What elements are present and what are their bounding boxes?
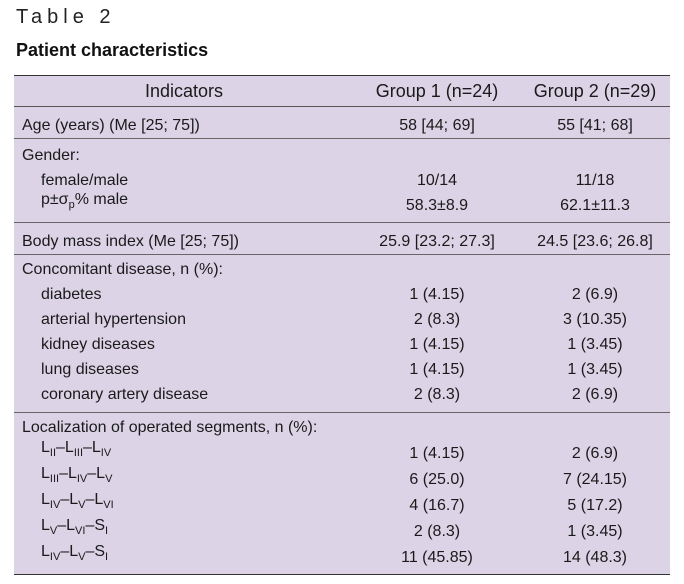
row-label: p±σp% male xyxy=(41,190,129,211)
group1-value: 2 (8.3) xyxy=(413,311,461,328)
table-row-segment-4: LV–LVI–SI 2 (8.3) 1 (3.45) xyxy=(14,517,670,544)
table-row-percent-male: p±σp% male 58.3±8.9 62.1±11.3 xyxy=(14,191,670,222)
group2-value: 62.1±11.3 xyxy=(560,197,630,214)
table-title: Patient characteristics xyxy=(16,40,209,60)
table-row-kidney: kidney diseases 1 (4.15) 1 (3.45) xyxy=(14,332,670,357)
group1-value: 10/14 xyxy=(416,172,458,189)
group2-value: 1 (3.45) xyxy=(567,361,623,378)
row-label: coronary artery disease xyxy=(41,386,209,403)
group1-value: 1 (4.15) xyxy=(409,286,465,303)
column-header-group1: Group 1 (n=24) xyxy=(375,80,499,101)
group2-value: 5 (17.2) xyxy=(567,497,623,514)
row-label: lung diseases xyxy=(41,361,139,378)
group2-value: 3 (10.35) xyxy=(562,311,628,328)
group1-value: 58.3±8.9 xyxy=(405,197,469,214)
group1-value: 58 [44; 69] xyxy=(399,117,475,134)
row-label: kidney diseases xyxy=(41,336,155,353)
table-row-hypertension: arterial hypertension 2 (8.3) 3 (10.35) xyxy=(14,307,670,332)
table-row-segment-2: LIII–LIV–LV 6 (25.0) 7 (24.15) xyxy=(14,465,670,492)
table-row-lung: lung diseases 1 (4.15) 1 (3.45) xyxy=(14,357,670,382)
group2-value: 2 (6.9) xyxy=(571,286,619,303)
table-row-segment-1: LII–LIII–LIV 1 (4.15) 2 (6.9) xyxy=(14,439,670,466)
row-label: LV–LVI–SI xyxy=(41,516,109,537)
row-label: LIV–LV–SI xyxy=(41,542,109,563)
group1-value: 2 (8.3) xyxy=(413,386,461,403)
group1-value: 4 (16.7) xyxy=(409,497,465,514)
column-header-indicators: Indicators xyxy=(144,80,224,101)
patient-characteristics-table: Indicators Group 1 (n=24) Group 2 (n=29)… xyxy=(14,75,670,575)
table-row-localization: Localization of operated segments, n (%)… xyxy=(14,412,670,440)
group2-value: 2 (6.9) xyxy=(571,445,619,462)
row-label: Gender: xyxy=(22,147,80,164)
table-row-diabetes: diabetes 1 (4.15) 2 (6.9) xyxy=(14,282,670,307)
group2-value: 24.5 [23.6; 26.8] xyxy=(537,233,653,250)
row-label: LIII–LIV–LV xyxy=(41,464,113,485)
group2-value: 14 (48.3) xyxy=(562,549,628,566)
group2-value: 55 [41; 68] xyxy=(557,117,633,134)
row-label: arterial hypertension xyxy=(41,311,186,328)
group1-value: 6 (25.0) xyxy=(409,471,465,488)
row-label: Body mass index (Me [25; 75]) xyxy=(22,233,239,250)
table-row-segment-5: LIV–LV–SI 11 (45.85) 14 (48.3) xyxy=(14,543,670,574)
table-row-concomitant: Concomitant disease, n (%): xyxy=(14,254,670,282)
row-label: Age (years) (Me [25; 75]) xyxy=(22,117,200,134)
table-row-bmi: Body mass index (Me [25; 75]) 25.9 [23.2… xyxy=(14,222,670,254)
group2-value: 11/18 xyxy=(575,172,615,189)
group1-value: 25.9 [23.2; 27.3] xyxy=(379,233,495,250)
table-row-cad: coronary artery disease 2 (8.3) 2 (6.9) xyxy=(14,382,670,412)
row-label: Concomitant disease, n (%): xyxy=(22,261,223,278)
row-label: female/male xyxy=(41,172,129,189)
group1-value: 1 (4.15) xyxy=(409,336,465,353)
group1-value: 11 (45.85) xyxy=(401,549,473,566)
group2-value: 1 (3.45) xyxy=(567,523,623,540)
row-label: LII–LIII–LIV xyxy=(41,438,112,459)
row-label: Localization of operated segments, n (%)… xyxy=(22,419,318,436)
row-label: diabetes xyxy=(41,286,102,303)
table-row-gender: Gender: xyxy=(14,138,670,168)
row-label: LIV–LV–LVI xyxy=(41,490,114,511)
table-row-segment-3: LIV–LV–LVI 4 (16.7) 5 (17.2) xyxy=(14,491,670,518)
group2-value: 1 (3.45) xyxy=(567,336,623,353)
group2-value: 7 (24.15) xyxy=(562,471,628,488)
group1-value: 1 (4.15) xyxy=(409,445,465,462)
group2-value: 2 (6.9) xyxy=(571,386,619,403)
column-header-group2: Group 2 (n=29) xyxy=(533,80,657,101)
table-row-age: Age (years) (Me [25; 75]) 58 [44; 69] 55… xyxy=(14,107,670,138)
table-row-female-male: female/male 10/14 11/18 xyxy=(14,168,670,193)
table-number: Table 2 xyxy=(16,6,116,28)
group1-value: 1 (4.15) xyxy=(409,361,465,378)
table-header-row: Indicators Group 1 (n=24) Group 2 (n=29) xyxy=(14,76,670,107)
group1-value: 2 (8.3) xyxy=(413,523,461,540)
